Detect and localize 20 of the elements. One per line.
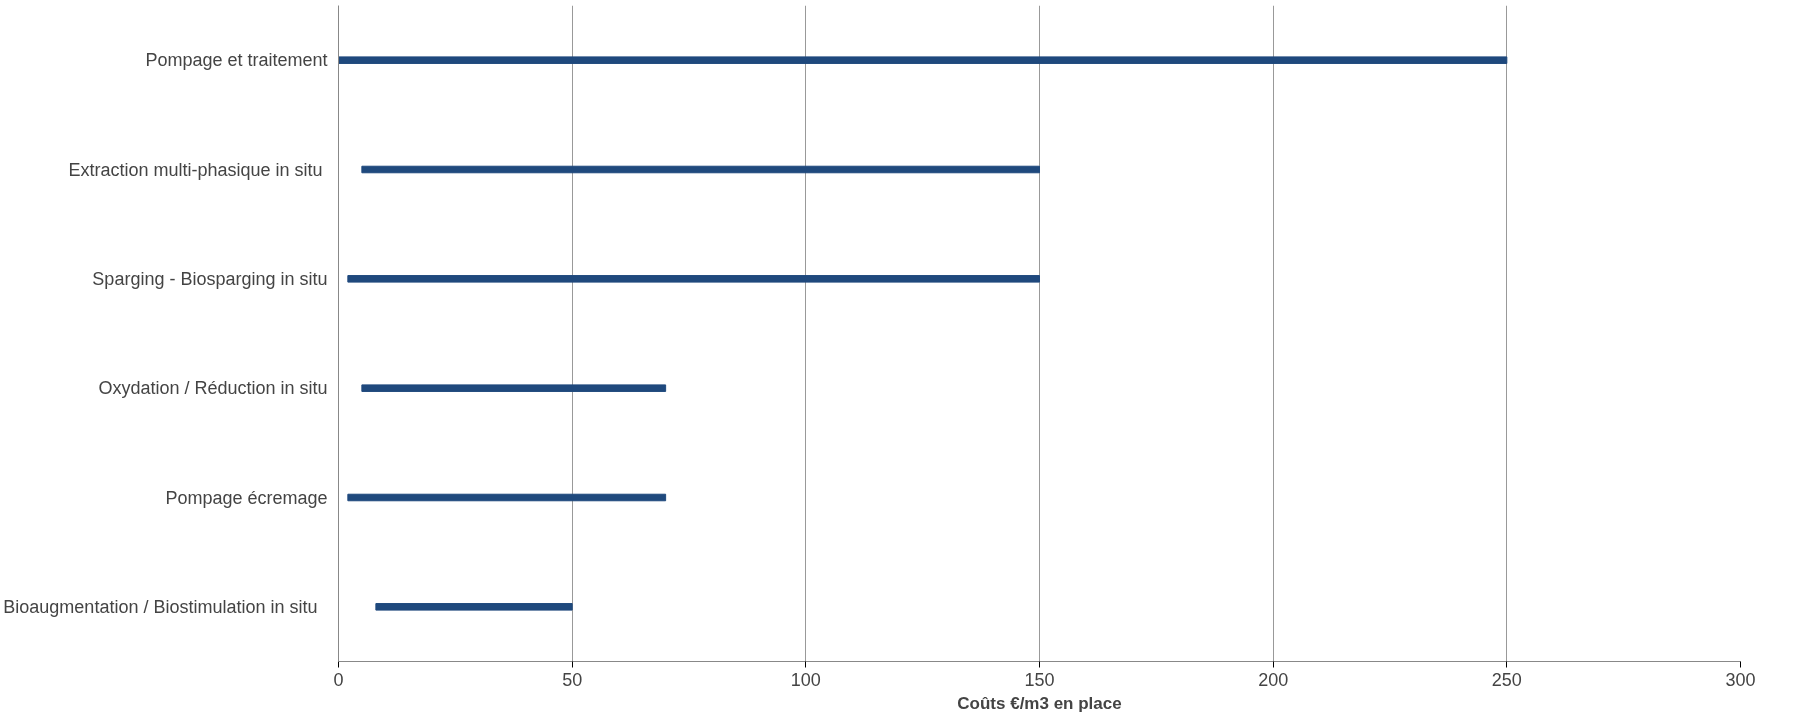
x-tick-label: 100 — [790, 669, 821, 690]
x-tick-label: 250 — [1491, 669, 1522, 690]
x-axis-title: Coûts €/m3 en place — [957, 693, 1122, 713]
bar — [347, 275, 1040, 283]
bar — [347, 493, 667, 502]
x-tick-label: 0 — [333, 669, 344, 690]
x-tick-label: 50 — [562, 669, 583, 690]
bar — [375, 603, 573, 611]
y-tick-label: Oxydation / Réduction in situ — [98, 378, 328, 399]
x-tick-label: 200 — [1258, 669, 1289, 690]
y-tick-label: Sparging - Biosparging in situ — [92, 268, 328, 289]
bar — [361, 384, 667, 392]
bar — [361, 165, 1040, 174]
x-tick-label: 300 — [1725, 669, 1756, 690]
x-tick-label: 150 — [1024, 669, 1055, 690]
y-tick-label: Bioaugmentation / Biostimulation in situ — [3, 596, 318, 617]
y-tick-label: Extraction multi-phasique in situ — [68, 159, 323, 180]
bar — [338, 56, 1508, 64]
y-tick-label: Pompage et traitement — [145, 50, 328, 71]
y-tick-label: Pompage écremage — [165, 487, 328, 508]
